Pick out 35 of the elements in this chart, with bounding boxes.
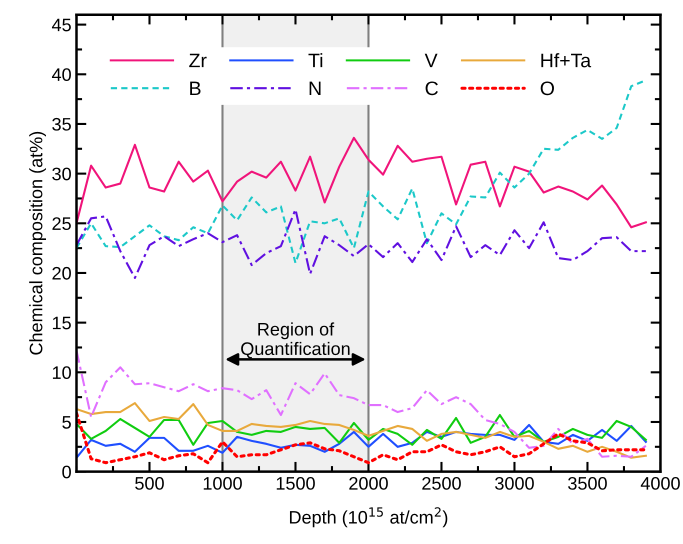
- legend-label: C: [426, 81, 438, 96]
- y-axis-title: Chemical composition (at%): [29, 132, 46, 355]
- y-tick-label: 0: [62, 466, 71, 478]
- legend-label: O: [540, 81, 554, 96]
- x-tick-label: 4000: [640, 476, 680, 490]
- x-tick-label: 2000: [349, 476, 388, 490]
- band-label: Region of Quantification: [241, 322, 350, 358]
- x-tick-label: 2500: [422, 476, 461, 490]
- x-tick-label: 3500: [568, 476, 607, 490]
- y-tick-label: 15: [52, 316, 71, 330]
- line-series: [76, 414, 647, 446]
- y-tick-label: 20: [52, 266, 71, 280]
- line-series: [76, 208, 647, 279]
- x-axis-title: Depth (10$^{15}$ at/cm$^{2}$): [290, 507, 448, 528]
- line-series: [76, 412, 648, 464]
- y-tick-label: 35: [52, 118, 71, 131]
- line-series: [76, 136, 647, 228]
- y-tick-label: 10: [52, 366, 71, 380]
- y-tick-label: 45: [52, 18, 71, 32]
- y-tick-label: 40: [52, 68, 71, 82]
- legend-label: Hf+Ta: [541, 53, 592, 68]
- legend-label: V: [424, 54, 438, 68]
- line-series: [76, 424, 647, 459]
- x-tick-label: 3000: [495, 476, 534, 490]
- legend-label: Ti: [308, 53, 322, 68]
- x-tick-label: 1500: [276, 476, 315, 490]
- y-tick-label: 25: [52, 217, 71, 230]
- line-series: [76, 402, 647, 459]
- y-tick-label: 30: [52, 168, 71, 180]
- legend-label: B: [190, 82, 201, 96]
- y-tick-label: 5: [62, 416, 71, 429]
- x-tick-label: 1000: [204, 476, 242, 490]
- x-tick-label: 500: [135, 476, 164, 490]
- legend-label: N: [310, 82, 321, 96]
- legend-label: Zr: [189, 54, 207, 68]
